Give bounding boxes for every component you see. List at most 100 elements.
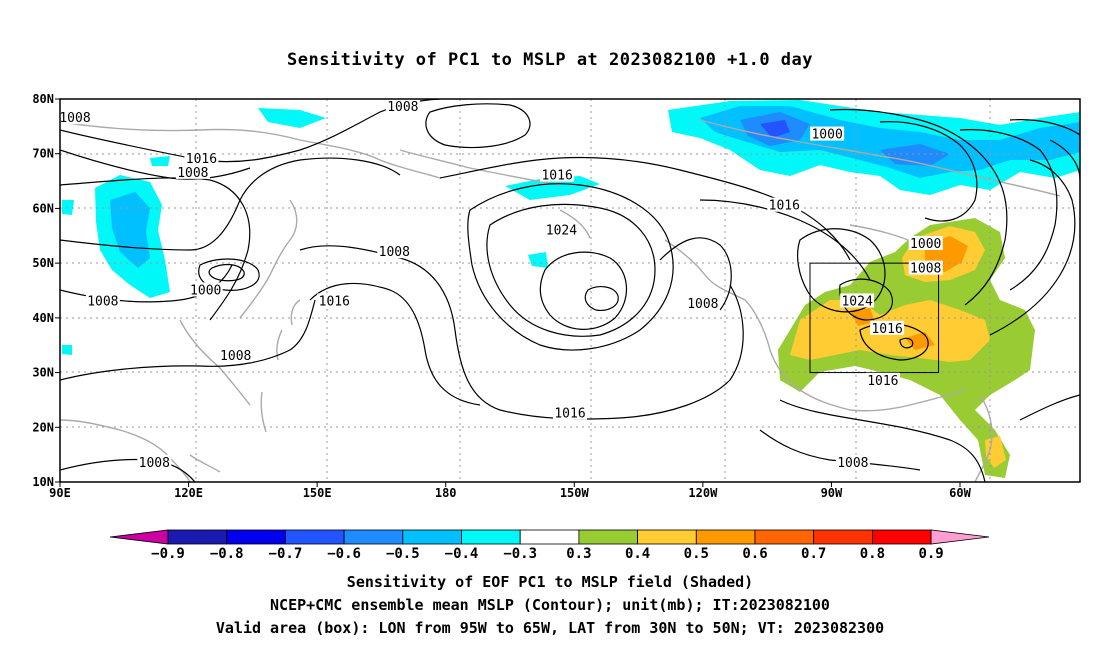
contour-label: 1016 (541, 169, 572, 184)
contour-line (584, 286, 619, 311)
contour-line (299, 245, 744, 420)
caption-shading: Sensitivity of EOF PC1 to MSLP field (Sh… (346, 573, 754, 591)
colorbar-swatch (226, 529, 286, 545)
contour-label: 1016 (554, 407, 585, 422)
lon-tick-label: 150E (303, 486, 332, 500)
colorbar-label: −0.6 (327, 546, 361, 562)
contour-label: 1024 (841, 294, 872, 309)
contour-line (899, 337, 914, 349)
colorbar-label: 0.9 (918, 546, 943, 562)
colorbar-swatch (284, 529, 345, 545)
contour-label: 1016 (319, 294, 350, 309)
contour-line (60, 157, 401, 251)
contour-line (60, 99, 441, 163)
contour-line (839, 278, 893, 321)
colorbar-label: 0.4 (625, 546, 650, 562)
contour-label: 1016 (867, 374, 898, 389)
colorbar-swatch (461, 529, 521, 545)
contour-label: 1008 (87, 294, 118, 309)
contour-line (425, 103, 531, 149)
chart-title: Sensitivity of PC1 to MSLP at 2023082100… (286, 50, 813, 70)
contour-label-bg (385, 99, 420, 114)
contour-label-bg (544, 222, 579, 237)
lon-tick-label: 90E (49, 486, 71, 500)
negative-region-arctic-deep (740, 112, 950, 166)
contour-label: 1008 (687, 297, 718, 312)
contour-label: 1000 (190, 284, 221, 299)
contour-label: 1008 (59, 111, 90, 126)
contour-label-bg (810, 126, 845, 141)
contour-line (779, 399, 986, 482)
contour-label: 1008 (387, 100, 418, 115)
contour-label-bg (540, 167, 575, 182)
contour-line (60, 177, 251, 321)
contour-line (959, 129, 1058, 291)
lat-tick-label: 40N (32, 311, 54, 325)
lon-tick-label: 60W (949, 486, 971, 500)
contour-label-bg (553, 405, 587, 420)
colorbar-swatch (637, 529, 697, 545)
contour-label-bg (60, 110, 92, 125)
contour-line (198, 258, 260, 291)
caption-contours: NCEP+CMC ensemble mean MSLP (Contour); u… (270, 596, 830, 614)
contour-label-bg (767, 197, 802, 212)
contour-label-bg (865, 372, 900, 387)
colorbar-label: 0.8 (860, 546, 885, 562)
contour-label-bg (137, 454, 172, 469)
lon-tick-label: 120E (174, 486, 203, 500)
colorbar-swatch (695, 529, 756, 545)
lat-tick-label: 30N (32, 366, 54, 380)
colorbar-label: −0.4 (445, 546, 479, 562)
colorbar-label: −0.8 (210, 546, 244, 562)
coastlines (60, 119, 1061, 482)
latitude-axis: 80N 70N 60N 50N 40N 30N 20N 10N (32, 92, 60, 489)
contour-line (1019, 394, 1080, 421)
contour-line (309, 282, 481, 406)
colorbar-swatch (519, 529, 580, 545)
negative-region-asia-core (110, 192, 150, 268)
lon-tick-label: 150W (560, 486, 590, 500)
contour-label: 1024 (546, 223, 577, 238)
colorbar-label: 0.7 (801, 546, 826, 562)
lat-tick-label: 60N (32, 201, 54, 215)
contour-line (439, 156, 851, 261)
colorbar-label: −0.5 (386, 546, 420, 562)
colorbar-label: 0.5 (684, 546, 709, 562)
contour-label: 1016 (769, 199, 800, 214)
contour-line (989, 159, 1076, 336)
contour-label-bg (835, 454, 870, 469)
contour-line (486, 203, 656, 337)
map-frame (59, 98, 1081, 483)
colorbar-swatch (402, 529, 462, 545)
contour-label-bg (377, 244, 412, 259)
contour-label-bg (85, 293, 120, 308)
contour-label-bg (184, 151, 219, 166)
lat-tick-label: 80N (32, 92, 54, 106)
contour-line (1009, 119, 1080, 136)
contour-line (759, 429, 921, 471)
contour-label: 1016 (186, 152, 217, 167)
colorbar-swatch (578, 529, 639, 545)
contour-line (829, 108, 1008, 306)
contour-label: 1008 (379, 245, 410, 260)
contour-line (60, 299, 316, 381)
contour-line (208, 263, 245, 282)
longitude-axis: 90E 120E 150E 180 150W 120W 90W 60W (49, 482, 972, 500)
colorbar: −0.9 −0.8 −0.7 −0.6 −0.5 −0.4 −0.3 0.3 0.4 0.5 0.6… (109, 529, 990, 562)
contour-label-bg (188, 282, 223, 297)
colorbar-label: −0.3 (503, 546, 537, 562)
contour-labels: 1008101610081008101610001016102410081000… (59, 99, 943, 471)
contour-label: 1008 (139, 456, 170, 471)
colorbar-swatch (872, 529, 932, 545)
contour-label-bg (175, 164, 210, 179)
contour-line (467, 183, 674, 351)
contour-label-bg (840, 293, 875, 308)
colorbar-label: 0.3 (566, 546, 591, 562)
lat-tick-label: 50N (32, 256, 54, 270)
contour-line (699, 199, 871, 281)
contour-label: 1008 (220, 349, 251, 364)
lon-tick-label: 120W (688, 486, 718, 500)
contour-label-bg (317, 293, 352, 308)
lat-tick-label: 10N (32, 475, 54, 489)
